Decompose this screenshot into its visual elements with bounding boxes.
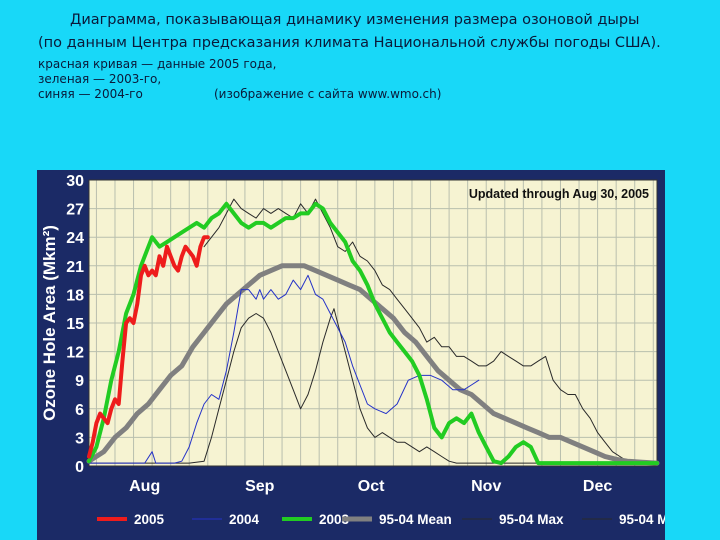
plot-border — [88, 179, 658, 467]
series-95-04-mean-legend-label: 95-04 Mean — [379, 512, 452, 527]
x-tick-label: Aug — [129, 478, 160, 495]
caption-red-curve: красная кривая — данные 2005 года, — [38, 57, 277, 71]
y-tick-label: 12 — [66, 345, 84, 362]
y-tick-label: 3 — [75, 430, 84, 447]
y-tick-label: 24 — [66, 230, 84, 247]
caption-green-curve: зеленая — 2003-го, — [38, 72, 162, 86]
series-95-04-max-line — [203, 198, 636, 464]
caption-title: Диаграмма, показывающая динамику изменен… — [70, 12, 640, 28]
y-tick-label: 30 — [66, 173, 84, 190]
x-tick-label: Oct — [358, 478, 385, 495]
series-2003-line — [87, 201, 659, 466]
y-tick-label: 0 — [75, 459, 84, 476]
series-2005-legend-label: 2005 — [134, 512, 165, 527]
series-2003-legend-label: 2003 — [319, 512, 350, 527]
caption-blue-curve: синяя — 2004-го — [38, 87, 143, 101]
series-95-04-max-legend-label: 95-04 Max — [499, 512, 564, 527]
x-tick-label: Sep — [245, 478, 275, 495]
y-tick-label: 6 — [75, 402, 84, 419]
caption-image-credit: (изображение с сайта www.wmo.ch) — [214, 87, 442, 101]
x-tick-label: Dec — [583, 478, 612, 495]
chart-svg: 0 3 6 9 12 15 18 21 24 27 30 Aug Sep Oct Nov Dec Ozone H… — [37, 170, 665, 540]
y-tick-label: 9 — [75, 373, 84, 390]
y-tick-label: 27 — [66, 202, 84, 219]
ozone-hole-chart: 0 3 6 9 12 15 18 21 24 27 30 Aug Sep Oct Nov Dec Ozone H… — [37, 170, 665, 540]
update-annotation: Updated through Aug 30, 2005 — [469, 187, 649, 201]
series-2005-line — [87, 235, 210, 459]
y-tick-label: 15 — [66, 316, 84, 333]
series-95-04-min-legend-label: 95-04 Min — [619, 512, 665, 527]
series-2004-line — [88, 274, 480, 464]
series-2004-legend-label: 2004 — [229, 512, 260, 527]
caption-source-line: (по данным Центра предсказания климата Н… — [38, 35, 661, 51]
y-tick-label: 18 — [66, 287, 84, 304]
y-axis-label: Ozone Hole Area (Mkm²) — [40, 225, 59, 421]
x-tick-label: Nov — [471, 478, 501, 495]
y-tick-label: 21 — [66, 259, 84, 276]
series-95-04-min-line — [88, 308, 658, 464]
